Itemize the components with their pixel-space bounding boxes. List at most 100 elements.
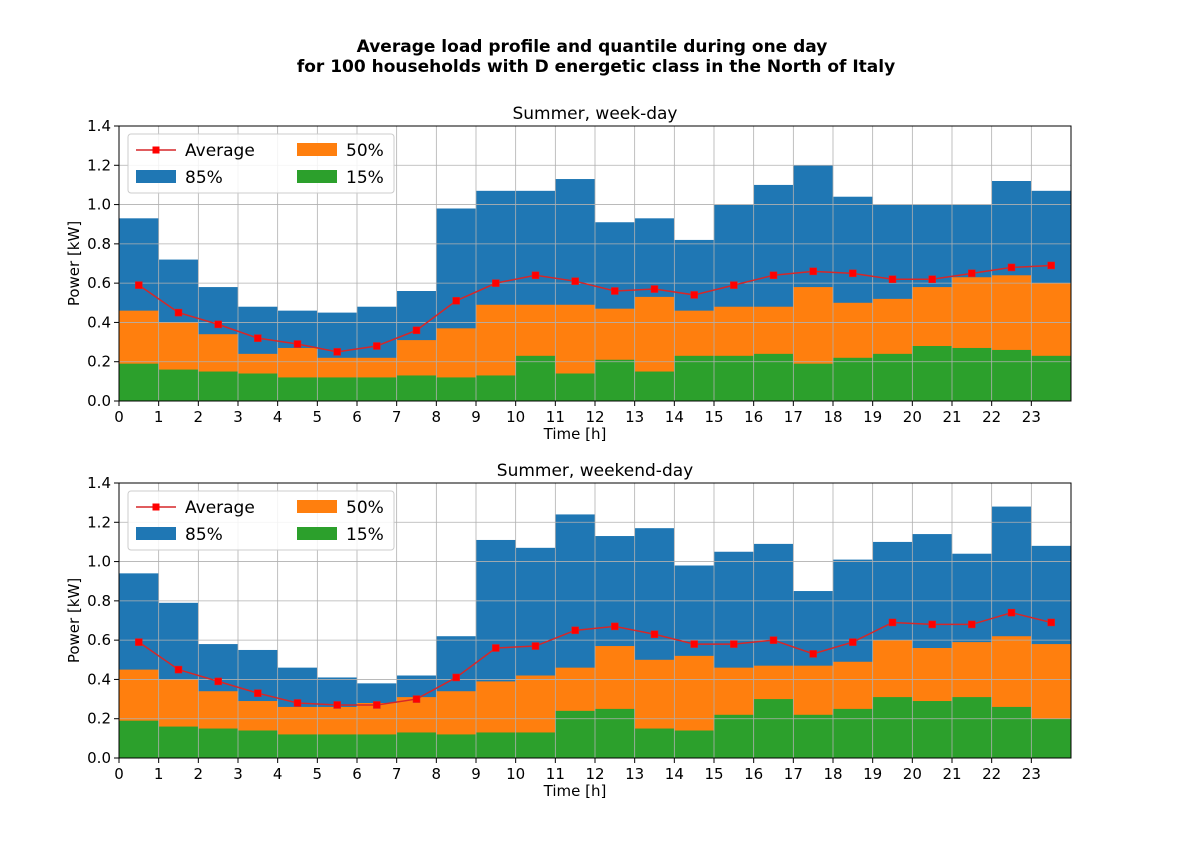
y-tick-label: 0.0	[87, 749, 111, 767]
bar-q15-h1	[158, 726, 199, 758]
x-tick-label: 9	[471, 408, 481, 426]
bar-q15-h14	[674, 355, 714, 401]
bar-q15-h10	[515, 732, 556, 758]
legend-swatch-85	[136, 527, 176, 540]
y-tick-label: 1.0	[87, 196, 111, 214]
average-point-h7	[412, 695, 421, 703]
average-point-h11	[571, 626, 579, 635]
bar-q15-h1	[158, 369, 199, 401]
bar-q15-h4	[277, 377, 318, 401]
bar-q15-h3	[238, 730, 278, 758]
x-tick-label: 1	[154, 408, 164, 426]
x-tick-label: 13	[625, 408, 644, 426]
x-tick-label: 10	[506, 408, 525, 426]
bar-q15-h8	[436, 734, 476, 758]
x-tick-label: 11	[546, 408, 565, 426]
average-point-h6	[373, 701, 381, 709]
bar-q15-h16	[753, 353, 794, 401]
x-tick-label: 22	[982, 408, 1001, 426]
x-tick-label: 23	[1022, 765, 1041, 783]
bar-q15-h17	[793, 714, 833, 758]
x-tick-label: 5	[313, 765, 323, 783]
bar-q15-h18	[833, 357, 873, 401]
bar-q15-h3	[238, 373, 278, 401]
average-point-h2	[214, 677, 222, 686]
legend-swatch-50	[297, 143, 337, 156]
average-line	[138, 264, 1052, 353]
x-tick-label: 7	[392, 765, 402, 783]
bar-q15-h21	[952, 347, 992, 401]
y-tick-label: 1.2	[87, 513, 111, 531]
x-tick-label: 20	[903, 765, 922, 783]
bar-q15-h15	[714, 355, 754, 401]
chart-summer-weekday: 0 1 2 3 4 5 6 7 8 9 10 11 12 13 14 15 16 17 18 19 20 21 22 230.…	[65, 104, 1072, 443]
average-point-h8	[452, 673, 460, 682]
bar-q15-h0	[119, 720, 159, 758]
x-tick-label: 9	[471, 765, 481, 783]
bar-q15-h20	[912, 346, 952, 401]
x-tick-label: 11	[546, 765, 565, 783]
bar-q15-h12	[595, 359, 635, 401]
legend-label-85: 85%	[185, 525, 223, 545]
y-tick-label: 1.4	[87, 474, 111, 492]
x-tick-label: 6	[352, 765, 362, 783]
average-point-h0	[135, 638, 143, 646]
legend-average-marker	[152, 503, 160, 511]
average-point-h17	[809, 650, 817, 658]
y-tick-label: 1.0	[87, 553, 111, 571]
average-point-h7	[412, 326, 421, 335]
average-point-h8	[452, 297, 460, 305]
average-point-h2	[214, 320, 222, 329]
x-tick-label: 17	[784, 408, 803, 426]
bar-q15-h23	[1031, 718, 1071, 758]
average-point-h22	[1007, 263, 1016, 272]
average-point-h23	[1047, 261, 1055, 270]
bar-q15-h16	[753, 699, 794, 758]
bar-q15-h2	[198, 728, 238, 758]
average-point-h3	[254, 334, 262, 342]
x-tick-label: 17	[784, 765, 803, 783]
y-tick-label: 1.4	[87, 117, 111, 135]
bar-q15-h23	[1031, 355, 1071, 401]
y-tick-label: 0.2	[87, 710, 111, 728]
bar-q15-h6	[357, 377, 397, 401]
bar-q15-h19	[872, 697, 913, 758]
average-point-h3	[254, 689, 262, 697]
bar-q15-h4	[277, 734, 318, 758]
legend-label-average: Average	[185, 141, 255, 161]
x-tick-label: 4	[273, 765, 283, 783]
average-point-h5	[333, 701, 341, 709]
average-point-h0	[135, 281, 143, 289]
legend-label-average: Average	[185, 498, 255, 518]
average-point-h15	[730, 640, 738, 648]
legend-label-15: 15%	[346, 168, 384, 188]
x-tick-label: 2	[194, 765, 204, 783]
bar-q15-h17	[793, 363, 833, 401]
x-tick-label: 0	[114, 408, 124, 426]
x-tick-label: 15	[704, 408, 723, 426]
bar-q15-h5	[317, 377, 357, 401]
average-point-h18	[849, 638, 857, 646]
x-tick-label: 12	[585, 765, 604, 783]
bar-q15-h2	[198, 371, 238, 401]
x-tick-label: 0	[114, 765, 124, 783]
legend-swatch-85	[136, 170, 176, 183]
chart-title: Summer, week-day	[512, 104, 677, 124]
x-tick-label: 16	[744, 765, 763, 783]
y-tick-label: 0.8	[87, 235, 111, 253]
x-tick-label: 22	[982, 765, 1001, 783]
x-tick-label: 8	[432, 408, 442, 426]
y-tick-label: 0.0	[87, 392, 111, 410]
y-axis-label: Power [kW]	[65, 578, 83, 663]
bar-q15-h9	[476, 732, 516, 758]
average-point-h19	[888, 618, 897, 627]
average-point-h12	[611, 287, 619, 295]
average-point-h12	[611, 622, 619, 631]
x-tick-label: 5	[313, 408, 323, 426]
x-tick-label: 7	[392, 408, 402, 426]
y-axis-label: Power [kW]	[65, 221, 83, 306]
x-tick-label: 19	[863, 408, 882, 426]
legend-swatch-15	[297, 527, 337, 540]
x-tick-label: 16	[744, 408, 763, 426]
bar-q15-h21	[952, 697, 992, 758]
